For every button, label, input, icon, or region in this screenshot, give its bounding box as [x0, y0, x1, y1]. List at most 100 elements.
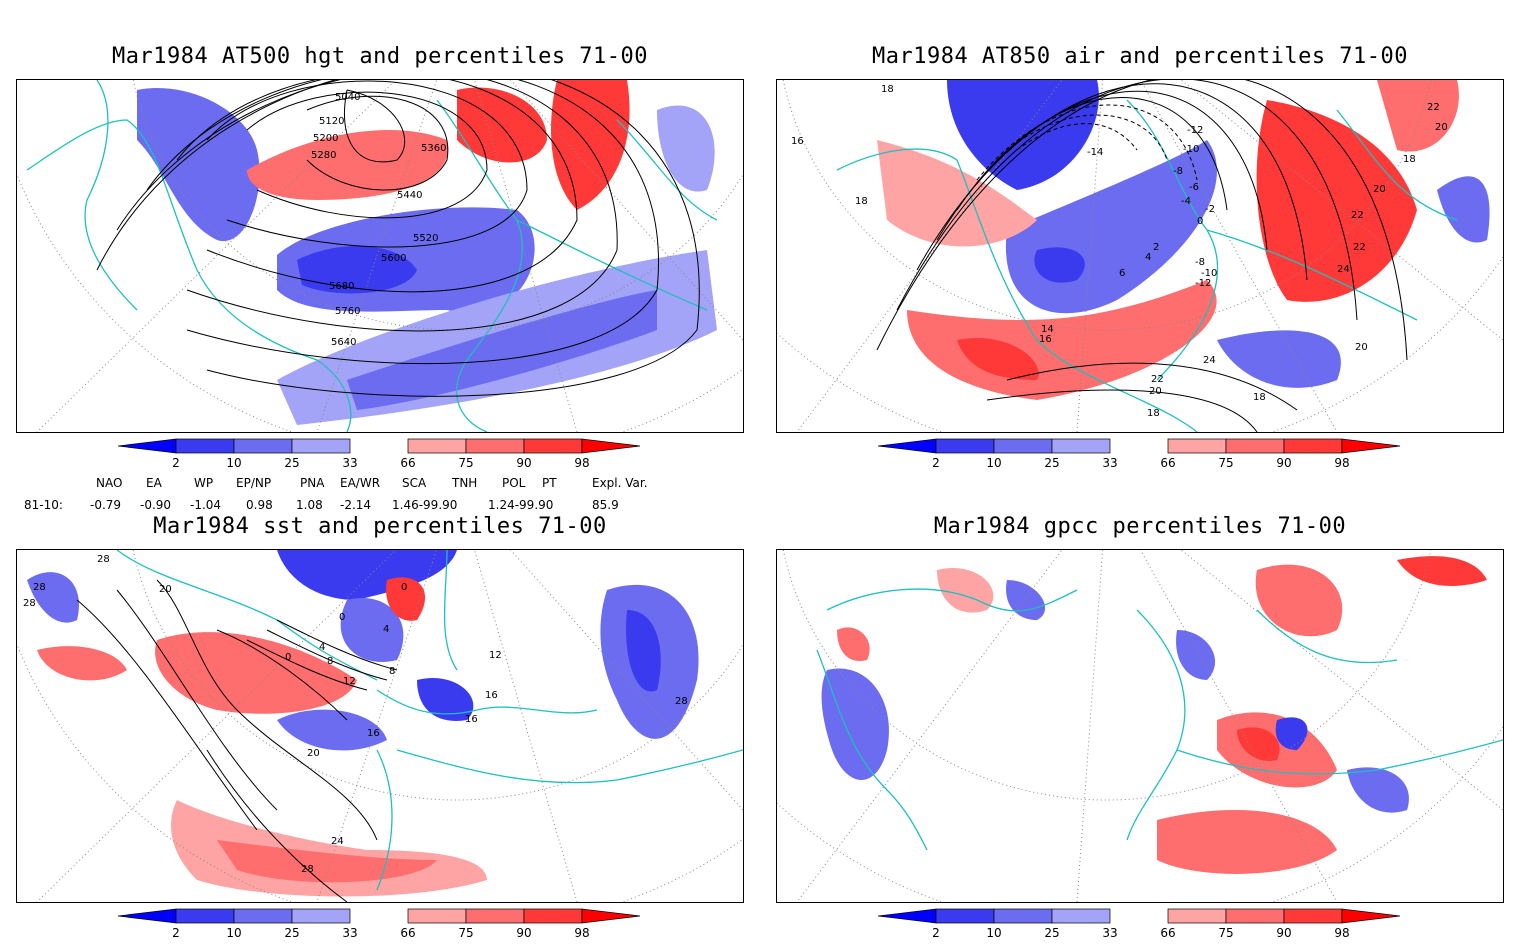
contour-label: 5760 — [335, 306, 360, 317]
anomaly-blob-positive — [457, 87, 547, 163]
colorbar-tick-label: 90 — [1276, 456, 1292, 470]
anomaly-blob-positive — [247, 130, 449, 200]
index-value: -0.79 — [90, 498, 122, 512]
anomaly-blob-positive — [877, 140, 1037, 247]
anomaly-blob-positive — [1256, 100, 1417, 302]
anomaly-blob-negative — [347, 290, 657, 410]
contour-label: 24 — [1203, 355, 1216, 366]
anomaly-blob-negative — [1176, 630, 1216, 680]
anomaly-blob-positive — [37, 646, 127, 681]
contour-label: 20 — [1373, 184, 1386, 195]
contour-labels: 18 16 18 -12 -10 -8 -6 -4 -2 0 2 4 6 -8 … — [791, 84, 1448, 419]
colorbar-gpcc: 2 10 25 33 66 75 90 98 — [878, 908, 1418, 944]
colorbar-swatch — [581, 908, 641, 924]
index-value: 1.24-99.90 — [488, 498, 554, 512]
contour-label: 2 — [1153, 242, 1159, 253]
colorbar-swatch — [1283, 908, 1343, 924]
map-hgt500-canvas: 5040 5120 5200 5280 5360 5440 5520 5600 … — [17, 80, 743, 432]
colorbar-tick-label: 98 — [574, 456, 590, 470]
colorbar-tick-label: 10 — [226, 456, 242, 470]
anomaly-blob-positive — [1397, 556, 1487, 586]
contour-label: -6 — [1189, 182, 1199, 193]
colorbar-tick-label: 2 — [932, 926, 940, 940]
index-header: SCA — [402, 476, 427, 490]
anomaly-blob-negative — [277, 550, 457, 600]
anomaly-blob-positive — [837, 627, 870, 661]
contour-label: 18 — [1403, 154, 1416, 165]
colorbar-tick-label: 33 — [342, 926, 358, 940]
anomaly-blob-positive — [1255, 564, 1343, 637]
anomaly-blob-negative — [137, 88, 260, 242]
colorbar-swatch — [1341, 908, 1401, 924]
contour-label: 20 — [1149, 386, 1162, 397]
anomaly-blob-strong-negative — [626, 610, 661, 692]
colorbar-swatch — [1283, 438, 1343, 454]
colorbar-swatches — [878, 438, 1401, 454]
index-value: 1.46-99.90 — [392, 498, 458, 512]
anomaly-blob-negative — [1347, 767, 1409, 813]
contour-label: 22 — [1427, 102, 1440, 113]
colorbar-tick-label: 25 — [284, 926, 300, 940]
map-air850-canvas: 18 16 18 -12 -10 -8 -6 -4 -2 0 2 4 6 -8 … — [777, 80, 1503, 432]
anomaly-blob-negative — [1437, 176, 1490, 243]
colorbar-swatch — [878, 908, 937, 924]
contour-label: 5440 — [397, 190, 422, 201]
anomaly-fields — [877, 80, 1490, 400]
anomaly-blob-negative — [417, 678, 474, 721]
colorbar-swatch — [1225, 908, 1285, 924]
colorbar-swatches — [118, 908, 641, 924]
contour-label: 5200 — [313, 133, 338, 144]
index-header: NAO — [96, 476, 123, 490]
colorbar-swatch — [1167, 908, 1227, 924]
contour-label: 20 — [159, 584, 172, 595]
colorbar-swatches — [878, 908, 1401, 924]
contour-label: 16 — [1039, 334, 1052, 345]
colorbar-swatch — [175, 908, 235, 924]
contour-label: 0 — [1197, 216, 1203, 227]
contour-label: 16 — [791, 136, 804, 147]
contour-label: 0 — [339, 612, 345, 623]
map-hgt500: 5040 5120 5200 5280 5360 5440 5520 5600 … — [16, 79, 744, 433]
colorbar-swatch — [935, 908, 995, 924]
contour-label: 24 — [1337, 264, 1350, 275]
contour-label: 18 — [1253, 392, 1266, 403]
contour-label: 5040 — [335, 92, 360, 103]
colorbar-tick-label: 66 — [400, 926, 416, 940]
contour-label: 4 — [319, 642, 325, 653]
contour-label: -10 — [1183, 144, 1199, 155]
contour-label: -4 — [1181, 196, 1191, 207]
contour-label: 5280 — [311, 150, 336, 161]
coastlines — [816, 588, 1503, 851]
contours — [876, 80, 1408, 432]
colorbar-swatch — [523, 438, 583, 454]
contour-label: -12 — [1195, 278, 1211, 289]
contour-label: 20 — [307, 748, 320, 759]
contour-label: 20 — [1355, 342, 1368, 353]
contour-label: 0 — [401, 582, 407, 593]
contour-label: 5600 — [381, 253, 406, 264]
contour-label: -14 — [1087, 147, 1103, 158]
index-header: PNA — [300, 476, 325, 490]
contour-label: 28 — [301, 864, 314, 875]
index-header: WP — [194, 476, 214, 490]
contour-label: 5520 — [413, 233, 438, 244]
anomaly-blob-positive — [1377, 80, 1459, 152]
anomaly-fields — [821, 556, 1487, 874]
anomaly-blob-negative — [657, 105, 715, 192]
index-header: EA/WR — [340, 476, 381, 490]
index-header: EP/NP — [236, 476, 272, 490]
contour-label: 5680 — [329, 281, 354, 292]
panel-title-sst: Mar1984 sst and percentiles 71-00 — [153, 514, 607, 539]
anomaly-blob-negative — [1006, 580, 1046, 620]
anomaly-blob-positive — [1157, 810, 1337, 874]
panel-title-hgt500: Mar1984 AT500 hgt and percentiles 71-00 — [111, 44, 649, 69]
contour-label: 16 — [465, 714, 478, 725]
colorbar-swatch — [407, 438, 467, 454]
colorbar-swatch — [175, 438, 235, 454]
anomaly-blob-negative — [340, 598, 404, 662]
contour-label: -12 — [1187, 125, 1203, 136]
colorbar-swatch — [935, 438, 995, 454]
contour-labels: 28 28 28 20 0 0 4 4 0 8 12 8 16 16 16 20… — [23, 554, 688, 875]
contour-label: 22 — [1353, 242, 1366, 253]
colorbar-swatch — [465, 438, 525, 454]
